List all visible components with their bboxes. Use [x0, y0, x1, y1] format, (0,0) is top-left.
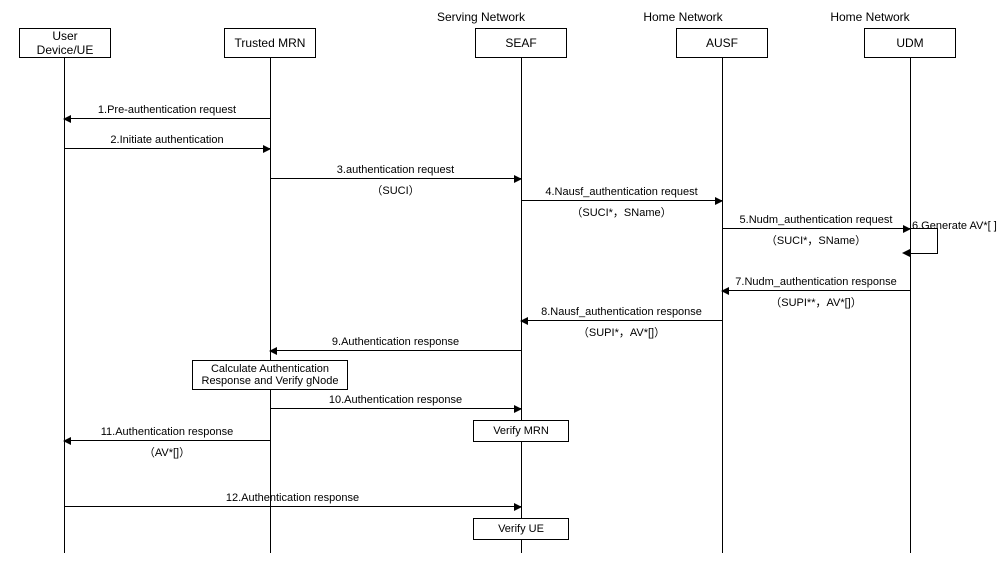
msg-sub-4: （SUCI*，SName）	[521, 204, 722, 220]
arrow-10	[270, 408, 521, 409]
arrow-3	[270, 178, 521, 179]
arrow-9	[270, 350, 521, 351]
arrow-2	[64, 148, 270, 149]
participant-seaf: SEAF	[475, 28, 567, 58]
msg-sub-11: （AV*[]）	[64, 444, 270, 460]
participant-ausf: AUSF	[676, 28, 768, 58]
msg-label-1: 1.Pre-authentication request	[64, 104, 270, 116]
lifeline-mrn	[270, 58, 271, 553]
arrow-8	[521, 320, 722, 321]
arrow-1	[64, 118, 270, 119]
arrow-7	[722, 290, 910, 291]
msg-label-12: 12.Authentication response	[64, 492, 521, 504]
header-label: Home Network	[810, 10, 930, 24]
arrow-12	[64, 506, 521, 507]
msg-label-9: 9.Authentication response	[270, 336, 521, 348]
msg-sub-8: （SUPI*，AV*[]）	[521, 324, 722, 340]
self-loop-6	[910, 228, 938, 254]
msg-label-5: 5.Nudm_authentication request	[722, 214, 910, 226]
msg-sub-3: （SUCI）	[270, 182, 521, 198]
msg-label-3: 3.authentication request	[270, 164, 521, 176]
arrow-4	[521, 200, 722, 201]
msg-label-10: 10.Authentication response	[270, 394, 521, 406]
arrow-11	[64, 440, 270, 441]
note-1: Verify MRN	[473, 420, 569, 442]
note-0: Calculate Authentication Response and Ve…	[192, 360, 348, 390]
msg-label-7: 7.Nudm_authentication response	[722, 276, 910, 288]
participant-udm: UDM	[864, 28, 956, 58]
note-2: Verify UE	[473, 518, 569, 540]
sequence-diagram: Serving Network Home Network Home Network U…	[0, 0, 1000, 565]
msg-label-2: 2.Initiate authentication	[64, 134, 270, 146]
participant-ue: User Device/UE	[19, 28, 111, 58]
msg-label-11: 11.Authentication response	[64, 426, 270, 438]
msg-label-4: 4.Nausf_authentication request	[521, 186, 722, 198]
header-label: Home Network	[623, 10, 743, 24]
arrow-5	[722, 228, 910, 229]
msg-label-8: 8.Nausf_authentication response	[521, 306, 722, 318]
lifeline-ue	[64, 58, 65, 553]
header-label: Serving Network	[421, 10, 541, 24]
msg-sub-7: （SUPI**，AV*[]）	[722, 294, 910, 310]
lifeline-udm	[910, 58, 911, 553]
participant-mrn: Trusted MRN	[224, 28, 316, 58]
msg-sub-5: （SUCI*，SName）	[722, 232, 910, 248]
